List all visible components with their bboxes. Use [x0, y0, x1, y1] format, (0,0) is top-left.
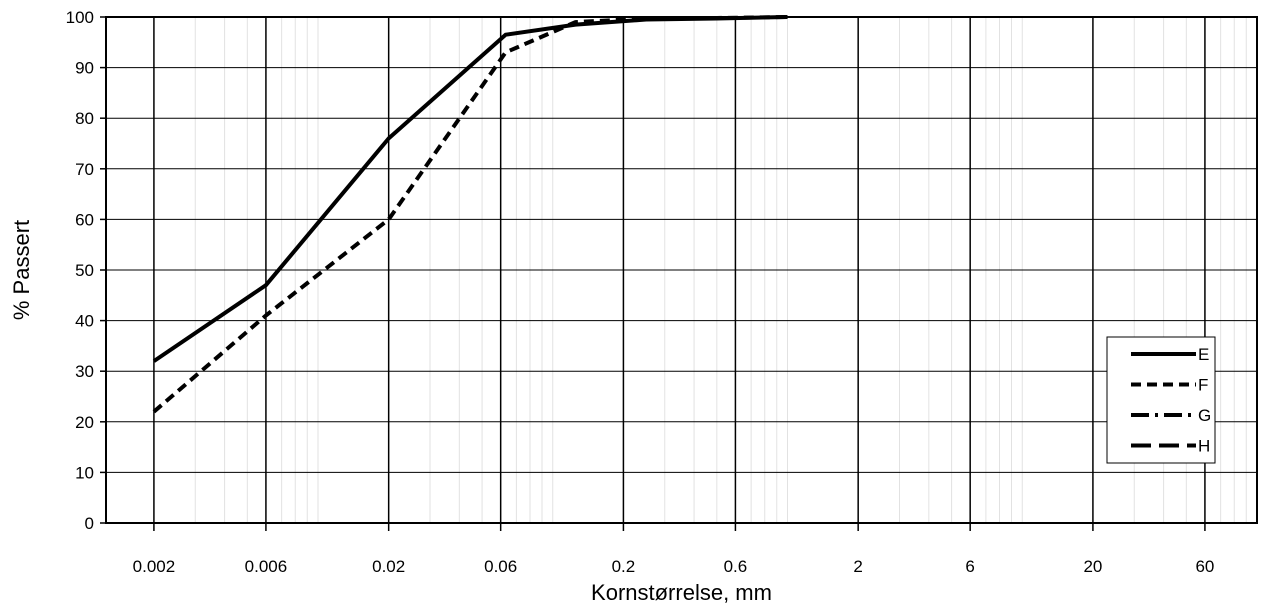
y-tick-label: 30	[75, 362, 94, 381]
y-tick-label: 70	[75, 160, 94, 179]
legend-label-h: H	[1198, 437, 1210, 456]
x-tick-label: 6	[965, 557, 974, 576]
y-tick-label: 50	[75, 261, 94, 280]
x-tick-label: 0.2	[612, 557, 636, 576]
legend-label-f: F	[1198, 376, 1208, 395]
x-axis-title: Kornstørrelse, mm	[591, 580, 772, 605]
x-tick-labels: 0.002 0.006 0.02 0.06 0.2 0.6 2 6 20 60	[133, 557, 1215, 576]
y-tick-label: 0	[85, 514, 94, 533]
plot-frame	[105, 16, 1258, 524]
series-line-e	[152, 15, 788, 363]
y-tick-labels: 0 10 20 30 40 50 60 70 80 90 100	[66, 8, 94, 533]
x-tick-label: 20	[1083, 557, 1102, 576]
y-tick-label: 60	[75, 210, 94, 229]
legend-box	[1106, 336, 1216, 464]
x-tick-label: 0.02	[372, 557, 405, 576]
y-tick-label: 80	[75, 109, 94, 128]
y-axis-title: % Passert	[9, 220, 34, 320]
y-tick-label: 10	[75, 463, 94, 482]
x-tick-label: 0.6	[724, 557, 748, 576]
y-tick-label: 90	[75, 59, 94, 78]
series-lines	[152, 15, 788, 414]
series-line-f	[152, 15, 788, 414]
y-tick-label: 100	[66, 8, 94, 27]
x-tick-label: 2	[853, 557, 862, 576]
legend-label-g: G	[1198, 406, 1211, 425]
x-tick-label: 0.002	[133, 557, 176, 576]
x-tick-label: 0.006	[245, 557, 288, 576]
y-tick-label: 20	[75, 413, 94, 432]
x-tick-label: 0.06	[484, 557, 517, 576]
legend-label-e: E	[1198, 345, 1209, 364]
y-tick-label: 40	[75, 312, 94, 331]
x-tick-label: 60	[1195, 557, 1214, 576]
